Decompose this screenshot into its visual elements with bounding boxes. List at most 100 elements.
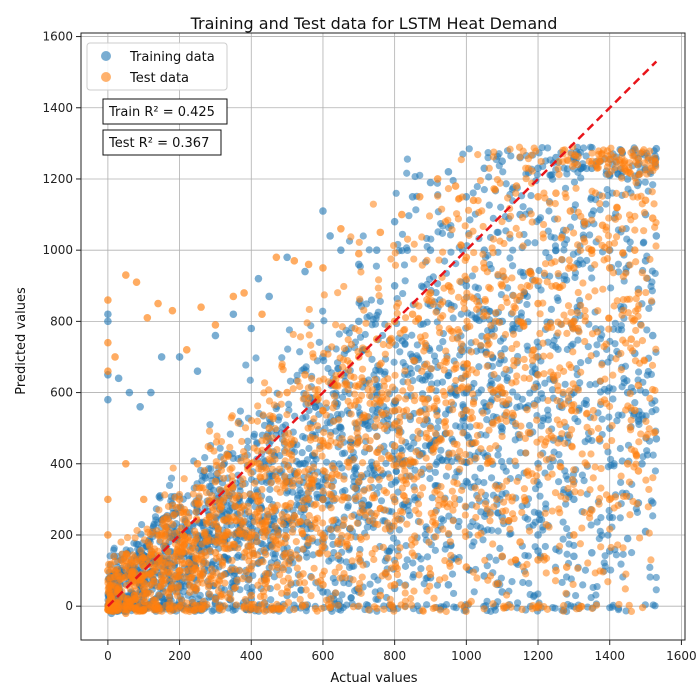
test-point: [418, 367, 426, 375]
training-point: [244, 437, 252, 445]
training-point: [473, 314, 481, 322]
training-point: [494, 451, 502, 459]
training-point: [206, 421, 214, 429]
training-point: [210, 606, 218, 614]
test-point: [512, 224, 520, 232]
test-point: [522, 570, 530, 578]
test-point: [442, 347, 450, 355]
test-point: [607, 144, 615, 152]
test-point: [370, 494, 379, 502]
test-point: [305, 305, 313, 314]
test-point: [281, 477, 290, 485]
test-point: [418, 606, 427, 614]
test-point: [214, 587, 223, 595]
training-point: [373, 311, 381, 319]
test-point: [313, 607, 321, 615]
training-point: [508, 577, 516, 586]
test-point: [558, 430, 566, 438]
test-point: [430, 402, 438, 411]
training-point: [577, 359, 585, 367]
test-point: [379, 340, 387, 349]
test-point: [292, 538, 300, 546]
test-point: [632, 450, 640, 458]
training-point: [390, 358, 398, 366]
test-point: [496, 237, 504, 245]
test-point: [405, 412, 413, 420]
test-point: [642, 417, 650, 426]
training-point: [409, 559, 417, 567]
test-point: [366, 437, 374, 445]
training-point: [236, 407, 245, 415]
training-point: [521, 551, 529, 560]
test-point: [362, 533, 371, 541]
training-point: [207, 482, 215, 491]
test-point: [234, 544, 242, 552]
training-point: [196, 591, 204, 599]
training-point: [320, 317, 328, 325]
training-point: [623, 235, 631, 243]
test-point: [516, 153, 524, 161]
test-point: [621, 190, 630, 199]
test-point: [521, 363, 529, 372]
test-point: [540, 441, 549, 449]
test-point: [279, 520, 287, 528]
test-point: [508, 493, 517, 501]
test-point: [429, 300, 437, 308]
test-point: [255, 497, 263, 505]
test-point: [545, 427, 553, 435]
test-point: [357, 268, 365, 276]
test-point: [425, 564, 434, 573]
test-point: [217, 466, 226, 474]
test-point: [485, 283, 493, 291]
training-point: [605, 513, 614, 521]
test-point: [546, 352, 554, 360]
test-point: [441, 556, 449, 565]
test-point: [615, 600, 623, 609]
test-point: [397, 473, 405, 481]
test-point: [353, 519, 361, 527]
test-point: [344, 366, 352, 374]
test-point: [569, 348, 577, 356]
test-point: [483, 459, 491, 468]
test-point: [392, 512, 400, 520]
test-point: [165, 552, 173, 561]
test-point: [622, 570, 630, 578]
test-point: [192, 530, 200, 538]
test-point: [374, 276, 383, 284]
training-point: [293, 371, 301, 379]
test-point: [235, 504, 243, 512]
training-point: [574, 336, 582, 344]
test-point: [255, 505, 263, 513]
training-point: [639, 453, 647, 461]
test-point: [401, 467, 409, 475]
training-point: [498, 490, 506, 498]
training-point: [333, 410, 342, 419]
test-point: [539, 234, 547, 242]
test-point: [281, 539, 289, 547]
test-point: [461, 511, 469, 519]
test-point: [300, 579, 309, 587]
training-point: [375, 483, 383, 491]
test-point: [289, 330, 297, 339]
training-point: [534, 531, 542, 539]
test-point: [541, 260, 550, 268]
training-point: [469, 189, 477, 197]
test-point: [462, 450, 470, 459]
test-point: [591, 569, 599, 577]
test-point: [185, 574, 193, 582]
test-point: [254, 402, 262, 410]
training-point: [433, 424, 441, 432]
test-point: [372, 460, 381, 468]
test-point: [494, 270, 502, 279]
test-point: [340, 344, 348, 352]
test-point: [380, 605, 388, 613]
test-point: [481, 556, 489, 564]
training-point: [531, 518, 539, 526]
training-point: [596, 206, 604, 214]
test-point: [393, 309, 401, 318]
training-point: [328, 532, 336, 541]
test-point: [273, 446, 281, 454]
test-point: [650, 429, 658, 437]
test-point: [275, 540, 283, 549]
test-point: [559, 607, 568, 615]
